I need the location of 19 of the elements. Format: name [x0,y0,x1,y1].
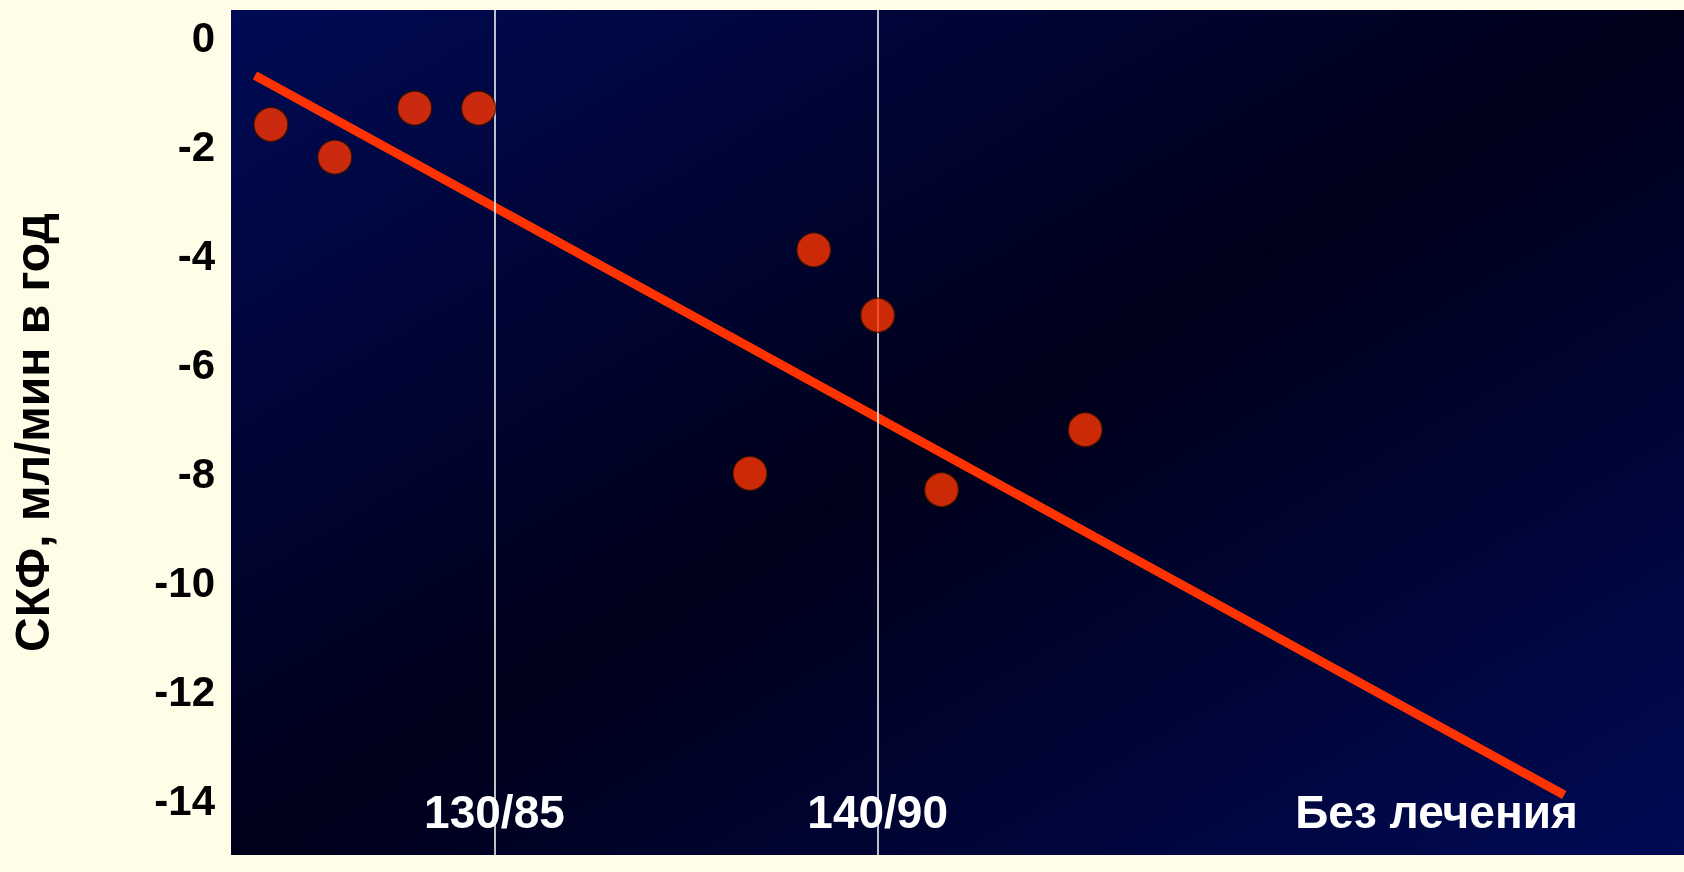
y-axis-title: СКФ, мл/мин в год [5,212,59,653]
y-tick-label: -2 [177,122,215,170]
y-tick-label: -12 [154,667,215,715]
y-tick-label: -4 [177,231,216,279]
point [396,90,433,126]
y-tick-label: -14 [154,776,216,824]
y-tick-label: -6 [177,340,215,388]
point [253,106,289,143]
point [732,455,768,492]
y-tick-label: 0 [191,13,215,61]
point [859,297,896,334]
point [460,90,497,126]
y-tick-label: -10 [154,558,215,606]
point [796,232,832,268]
point [923,472,960,508]
y-tick-label: -8 [177,449,215,497]
x-tick-label: Без лечения [1295,786,1578,838]
point [1067,412,1103,448]
point [317,139,353,175]
